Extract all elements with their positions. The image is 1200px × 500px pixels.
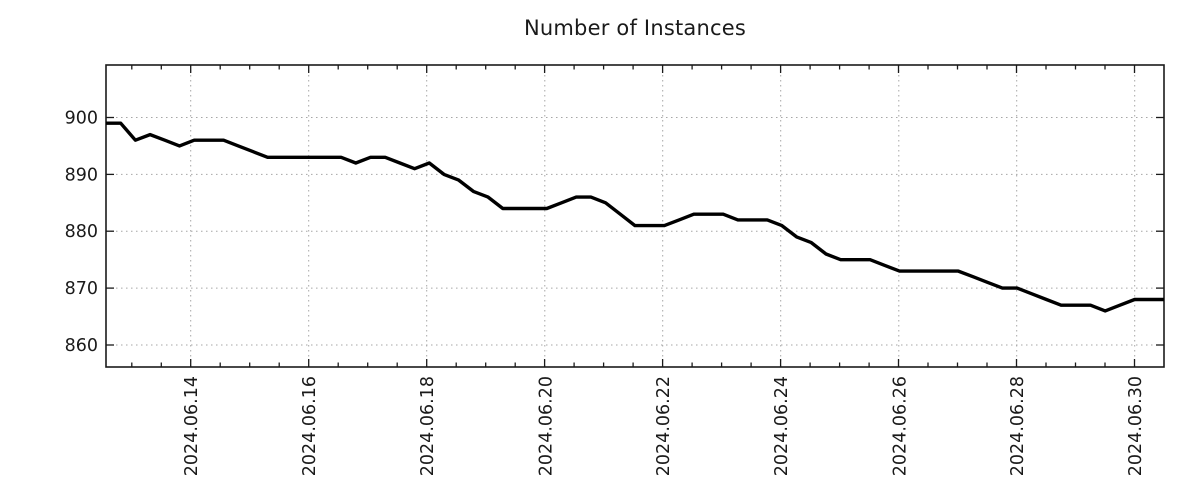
plot-border (105, 64, 1165, 368)
y-tick-label: 860 (65, 336, 98, 356)
x-tick-label: 2024.06.18 (418, 376, 438, 476)
x-tick-label: 2024.06.28 (1008, 376, 1028, 476)
x-tick-label: 2024.06.16 (300, 376, 320, 476)
y-tick-label: 900 (65, 109, 98, 129)
x-tick-label: 2024.06.14 (182, 376, 202, 476)
y-tick-label: 870 (65, 279, 98, 299)
x-tick-label: 2024.06.20 (536, 376, 556, 476)
y-tick-label: 880 (65, 222, 98, 242)
data-series-line (106, 121, 1164, 313)
chart-title: Number of Instances (523, 16, 746, 40)
y-tick-label: 890 (65, 165, 98, 185)
x-tick-label: 2024.06.24 (772, 376, 792, 476)
x-tick-label: 2024.06.22 (654, 376, 674, 476)
x-tick-label: 2024.06.30 (1126, 376, 1146, 476)
x-tick-label: 2024.06.26 (890, 376, 910, 476)
